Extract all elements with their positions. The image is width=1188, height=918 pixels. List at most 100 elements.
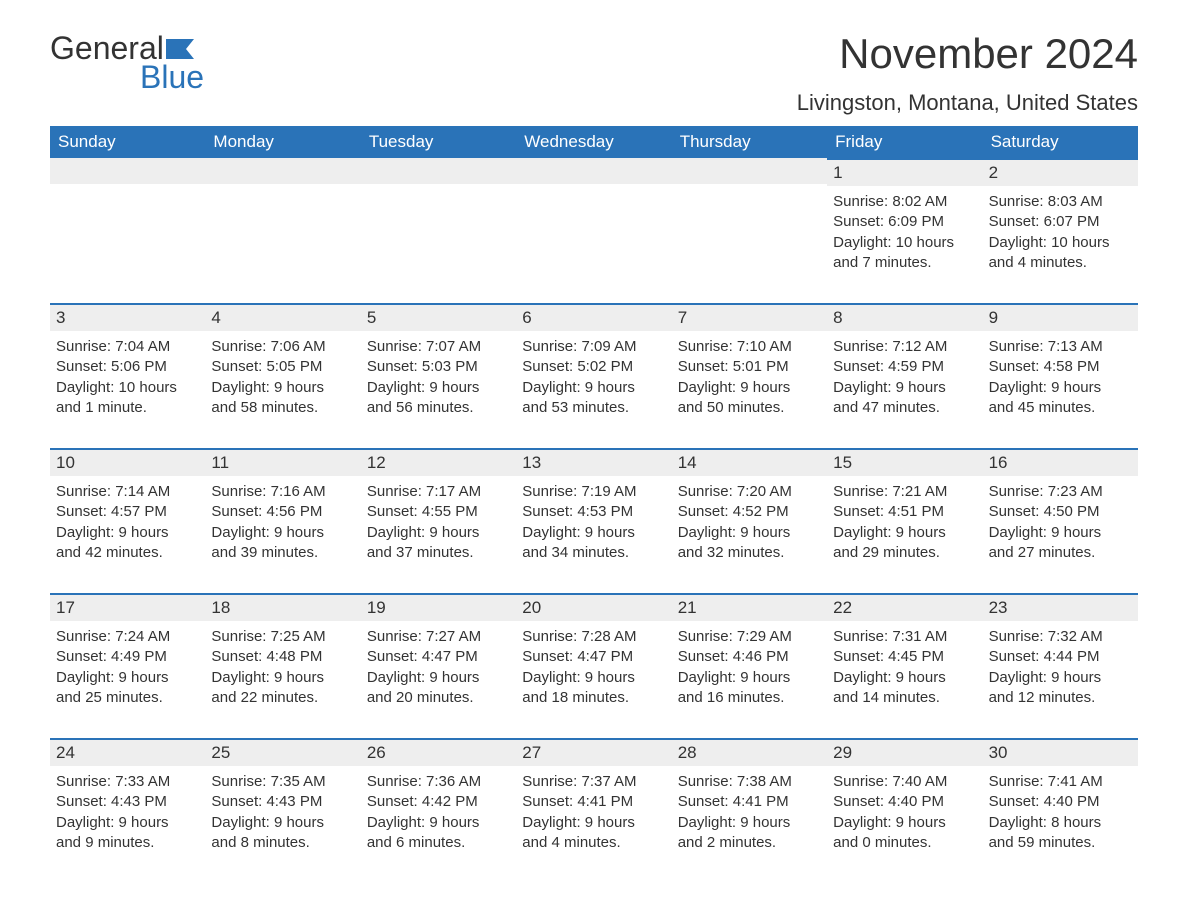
title-block: November 2024 Livingston, Montana, Unite…	[797, 30, 1138, 116]
day-cell: 18Sunrise: 7:25 AMSunset: 4:48 PMDayligh…	[205, 593, 360, 708]
date-number: 14	[672, 448, 827, 476]
daylight-text-1: Daylight: 9 hours	[211, 813, 354, 833]
date-number: 28	[672, 738, 827, 766]
daylight-text-2: and 4 minutes.	[989, 253, 1132, 273]
day-cell: 10Sunrise: 7:14 AMSunset: 4:57 PMDayligh…	[50, 448, 205, 563]
daylight-text-2: and 59 minutes.	[989, 833, 1132, 853]
day-details: Sunrise: 7:25 AMSunset: 4:48 PMDaylight:…	[205, 621, 360, 708]
daylight-text-1: Daylight: 10 hours	[989, 233, 1132, 253]
date-number: 27	[516, 738, 671, 766]
location: Livingston, Montana, United States	[797, 90, 1138, 116]
sunset-text: Sunset: 5:01 PM	[678, 357, 821, 377]
sunrise-text: Sunrise: 7:35 AM	[211, 772, 354, 792]
sunset-text: Sunset: 4:40 PM	[989, 792, 1132, 812]
sunset-text: Sunset: 4:59 PM	[833, 357, 976, 377]
daylight-text-2: and 58 minutes.	[211, 398, 354, 418]
sunrise-text: Sunrise: 8:02 AM	[833, 192, 976, 212]
sunset-text: Sunset: 4:51 PM	[833, 502, 976, 522]
day-headers-row: SundayMondayTuesdayWednesdayThursdayFrid…	[50, 126, 1138, 158]
daylight-text-2: and 7 minutes.	[833, 253, 976, 273]
daylight-text-2: and 16 minutes.	[678, 688, 821, 708]
day-header: Saturday	[983, 126, 1138, 158]
day-details: Sunrise: 7:19 AMSunset: 4:53 PMDaylight:…	[516, 476, 671, 563]
sunset-text: Sunset: 4:44 PM	[989, 647, 1132, 667]
day-details: Sunrise: 7:23 AMSunset: 4:50 PMDaylight:…	[983, 476, 1138, 563]
sunrise-text: Sunrise: 7:40 AM	[833, 772, 976, 792]
day-header: Tuesday	[361, 126, 516, 158]
day-cell: 25Sunrise: 7:35 AMSunset: 4:43 PMDayligh…	[205, 738, 360, 853]
sunrise-text: Sunrise: 7:13 AM	[989, 337, 1132, 357]
date-number: 24	[50, 738, 205, 766]
daylight-text-1: Daylight: 9 hours	[833, 378, 976, 398]
day-details: Sunrise: 7:40 AMSunset: 4:40 PMDaylight:…	[827, 766, 982, 853]
day-details: Sunrise: 8:02 AMSunset: 6:09 PMDaylight:…	[827, 186, 982, 273]
day-details: Sunrise: 7:21 AMSunset: 4:51 PMDaylight:…	[827, 476, 982, 563]
sunrise-text: Sunrise: 7:19 AM	[522, 482, 665, 502]
daylight-text-2: and 29 minutes.	[833, 543, 976, 563]
day-details: Sunrise: 7:28 AMSunset: 4:47 PMDaylight:…	[516, 621, 671, 708]
day-cell: 11Sunrise: 7:16 AMSunset: 4:56 PMDayligh…	[205, 448, 360, 563]
sunrise-text: Sunrise: 7:33 AM	[56, 772, 199, 792]
day-details: Sunrise: 7:14 AMSunset: 4:57 PMDaylight:…	[50, 476, 205, 563]
day-cell	[50, 158, 205, 273]
daylight-text-1: Daylight: 9 hours	[367, 378, 510, 398]
date-number: 16	[983, 448, 1138, 476]
day-cell: 28Sunrise: 7:38 AMSunset: 4:41 PMDayligh…	[672, 738, 827, 853]
daylight-text-1: Daylight: 9 hours	[989, 668, 1132, 688]
day-details: Sunrise: 7:27 AMSunset: 4:47 PMDaylight:…	[361, 621, 516, 708]
date-number: 10	[50, 448, 205, 476]
daylight-text-2: and 50 minutes.	[678, 398, 821, 418]
day-cell: 26Sunrise: 7:36 AMSunset: 4:42 PMDayligh…	[361, 738, 516, 853]
date-number: 23	[983, 593, 1138, 621]
daylight-text-2: and 1 minute.	[56, 398, 199, 418]
daylight-text-2: and 27 minutes.	[989, 543, 1132, 563]
sunrise-text: Sunrise: 7:36 AM	[367, 772, 510, 792]
sunrise-text: Sunrise: 7:37 AM	[522, 772, 665, 792]
daylight-text-1: Daylight: 9 hours	[211, 378, 354, 398]
daylight-text-2: and 9 minutes.	[56, 833, 199, 853]
day-header: Thursday	[672, 126, 827, 158]
calendar-week: 17Sunrise: 7:24 AMSunset: 4:49 PMDayligh…	[50, 593, 1138, 708]
day-cell: 23Sunrise: 7:32 AMSunset: 4:44 PMDayligh…	[983, 593, 1138, 708]
sunrise-text: Sunrise: 7:25 AM	[211, 627, 354, 647]
daylight-text-2: and 32 minutes.	[678, 543, 821, 563]
date-number: 29	[827, 738, 982, 766]
daylight-text-2: and 2 minutes.	[678, 833, 821, 853]
daylight-text-1: Daylight: 9 hours	[833, 813, 976, 833]
sunrise-text: Sunrise: 7:29 AM	[678, 627, 821, 647]
day-details: Sunrise: 7:37 AMSunset: 4:41 PMDaylight:…	[516, 766, 671, 853]
sunset-text: Sunset: 4:52 PM	[678, 502, 821, 522]
date-number: 8	[827, 303, 982, 331]
sunset-text: Sunset: 4:50 PM	[989, 502, 1132, 522]
day-cell	[516, 158, 671, 273]
daylight-text-1: Daylight: 9 hours	[678, 668, 821, 688]
date-number: 20	[516, 593, 671, 621]
day-cell: 3Sunrise: 7:04 AMSunset: 5:06 PMDaylight…	[50, 303, 205, 418]
daylight-text-2: and 39 minutes.	[211, 543, 354, 563]
daylight-text-2: and 8 minutes.	[211, 833, 354, 853]
day-details: Sunrise: 7:09 AMSunset: 5:02 PMDaylight:…	[516, 331, 671, 418]
day-details: Sunrise: 7:41 AMSunset: 4:40 PMDaylight:…	[983, 766, 1138, 853]
daylight-text-1: Daylight: 9 hours	[56, 668, 199, 688]
sunset-text: Sunset: 5:06 PM	[56, 357, 199, 377]
sunrise-text: Sunrise: 7:09 AM	[522, 337, 665, 357]
calendar-week: 1Sunrise: 8:02 AMSunset: 6:09 PMDaylight…	[50, 158, 1138, 273]
date-bar-empty	[205, 158, 360, 184]
daylight-text-2: and 14 minutes.	[833, 688, 976, 708]
daylight-text-1: Daylight: 9 hours	[211, 668, 354, 688]
daylight-text-1: Daylight: 9 hours	[522, 523, 665, 543]
daylight-text-2: and 4 minutes.	[522, 833, 665, 853]
date-number: 26	[361, 738, 516, 766]
sunset-text: Sunset: 4:53 PM	[522, 502, 665, 522]
sunset-text: Sunset: 4:56 PM	[211, 502, 354, 522]
day-details: Sunrise: 7:29 AMSunset: 4:46 PMDaylight:…	[672, 621, 827, 708]
logo-word2: Blue	[140, 59, 204, 96]
date-number: 12	[361, 448, 516, 476]
sunrise-text: Sunrise: 7:20 AM	[678, 482, 821, 502]
sunset-text: Sunset: 4:46 PM	[678, 647, 821, 667]
day-cell	[672, 158, 827, 273]
day-cell: 9Sunrise: 7:13 AMSunset: 4:58 PMDaylight…	[983, 303, 1138, 418]
sunrise-text: Sunrise: 7:41 AM	[989, 772, 1132, 792]
daylight-text-2: and 53 minutes.	[522, 398, 665, 418]
sunrise-text: Sunrise: 8:03 AM	[989, 192, 1132, 212]
